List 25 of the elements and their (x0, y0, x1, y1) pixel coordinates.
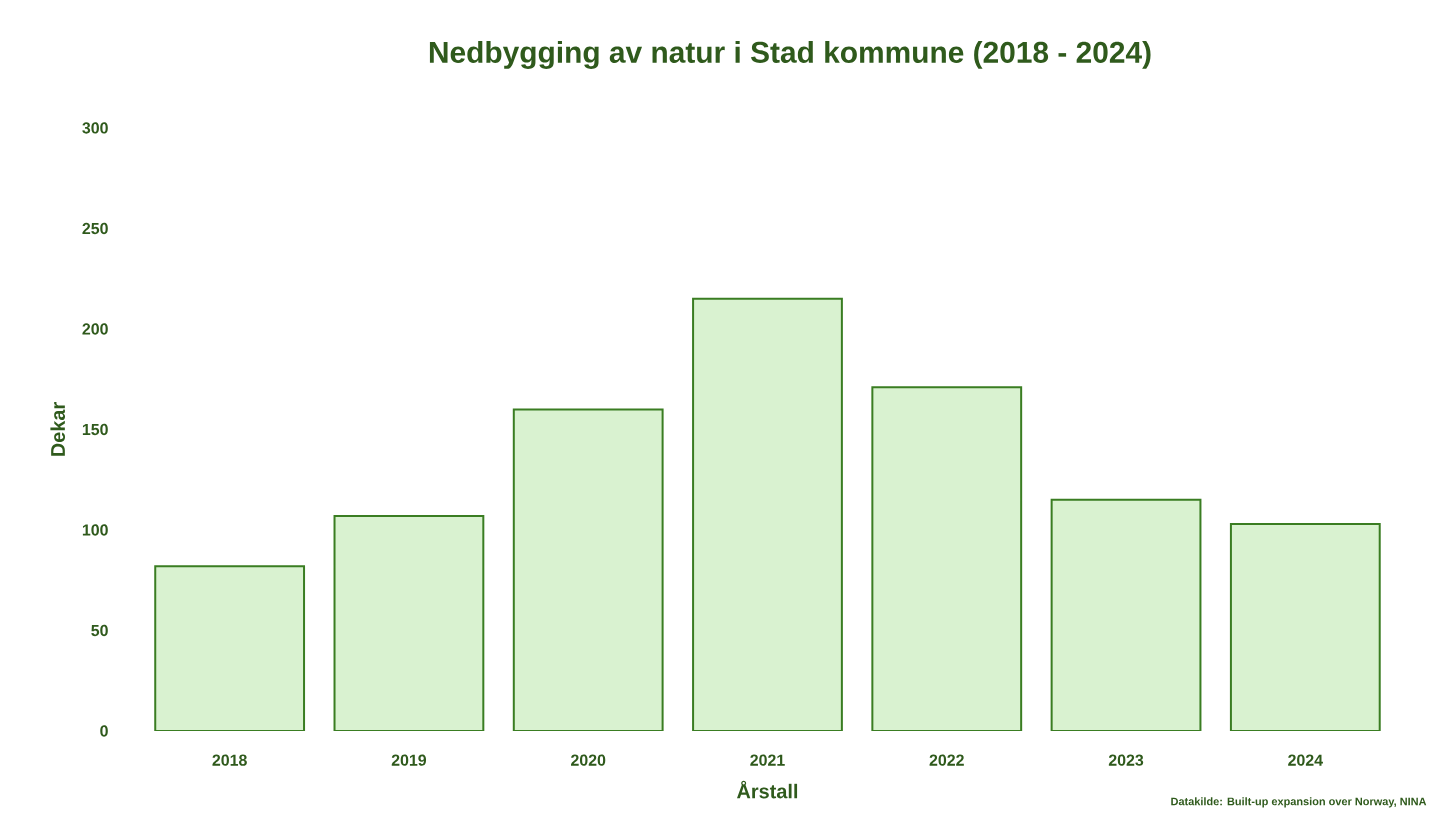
bar (693, 298, 842, 731)
text: Datakilde: Built-up expansion over Norway, NINA (1171, 797, 1427, 808)
x-tick-label: 2022 (929, 754, 964, 766)
bar (334, 515, 484, 731)
x-tick-label: 2024 (1288, 754, 1323, 766)
bar (1229, 522, 1381, 731)
x-tick-label: 2021 (750, 754, 785, 766)
bar (513, 409, 663, 731)
chart-title: Nedbygging av natur i Stad kommune (2018 - 2024) (429, 41, 1151, 69)
y-tick-label: 100 (82, 524, 108, 536)
x-tick-label: 2019 (391, 754, 427, 766)
y-tick-label: 150 (82, 423, 108, 436)
bar (872, 387, 1022, 731)
y-tick-label: 300 (82, 122, 108, 134)
x-tick-label: 2023 (1108, 754, 1144, 766)
y-tick-label: 50 (91, 624, 108, 637)
x-tick-label: 2020 (571, 754, 606, 766)
x-axis-title: Årstall (736, 780, 798, 799)
bar (1051, 499, 1201, 731)
y-tick-label: 250 (82, 222, 108, 235)
bar (155, 566, 305, 731)
y-axis-title: Dekar (50, 402, 66, 456)
y-tick-label: 200 (82, 323, 108, 335)
x-tick-label: 2018 (212, 754, 247, 766)
y-tick-label: 0 (100, 725, 108, 737)
